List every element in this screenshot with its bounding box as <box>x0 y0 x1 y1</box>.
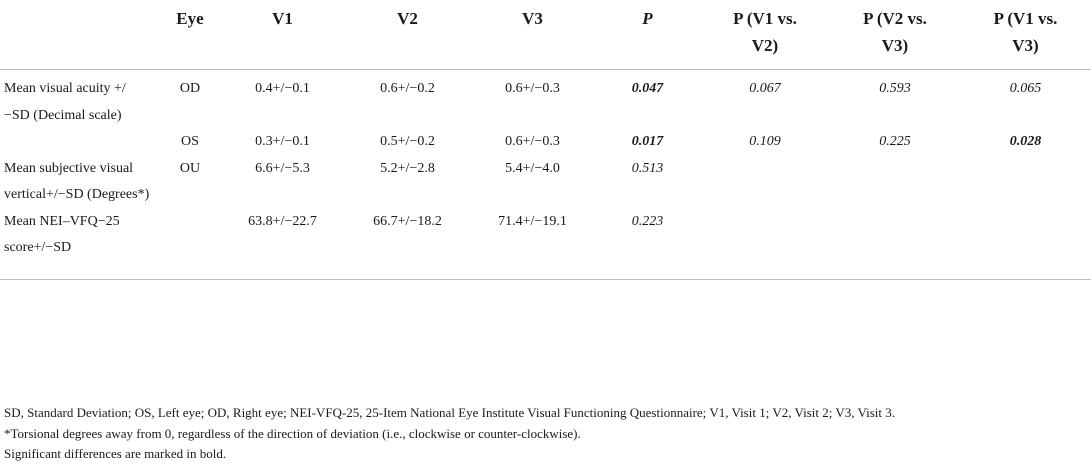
cell-p-v2-v3 <box>830 208 960 280</box>
cell-v2: 5.2+/−2.8 <box>380 160 435 176</box>
table-row: OS 0.3+/−0.1 0.5+/−0.2 0.6+/−0.3 0.017 0… <box>0 129 1091 156</box>
header-p-v1-v3: P (V1 vs. V3) <box>960 0 1091 70</box>
cell-eye: OS <box>181 134 199 149</box>
cell-v3: 5.4+/−4.0 <box>505 160 560 176</box>
cell-v1: 63.8+/−22.7 <box>220 208 345 280</box>
row-label: Mean visual acuity +/−SD (Decimal scale) <box>4 81 126 123</box>
table-row: Mean subjective visual vertical+/−SD (De… <box>0 156 1091 209</box>
cell-p-v1-v2: 0.067 <box>749 81 781 96</box>
cell-v2: 0.6+/−0.2 <box>380 81 435 96</box>
footnote-significance: Significant differences are marked in bo… <box>4 446 227 461</box>
table-row: Mean visual acuity +/−SD (Decimal scale)… <box>0 70 1091 130</box>
cell-p: 0.223 <box>595 208 700 280</box>
cell-v1: 0.3+/−0.1 <box>255 134 310 149</box>
cell-v1: 6.6+/−5.3 <box>255 160 310 176</box>
results-table: Eye V1 V2 V3 P P (V1 vs. V2) P (V2 vs. V… <box>0 0 1091 280</box>
cell-v2: 66.7+/−18.2 <box>345 208 470 280</box>
cell-p: 0.047 <box>631 81 664 96</box>
cell-p-v1-v3: 0.065 <box>1009 81 1042 96</box>
cell-eye: OU <box>179 160 201 176</box>
header-v3: V3 <box>470 0 595 70</box>
cell-p-v1-v3: 0.028 <box>1009 134 1042 149</box>
cell-p: 0.017 <box>631 134 664 149</box>
header-p-v1-v2: P (V1 vs. V2) <box>700 0 830 70</box>
cell-p-v1-v2 <box>700 156 830 209</box>
cell-v1: 0.4+/−0.1 <box>255 81 310 96</box>
cell-p-v1-v3 <box>960 156 1091 209</box>
cell-p-v1-v2: 0.109 <box>749 134 781 149</box>
cell-eye <box>160 208 220 280</box>
footnote-abbreviations: SD, Standard Deviation; OS, Left eye; OD… <box>4 405 896 420</box>
cell-v3: 71.4+/−19.1 <box>470 208 595 280</box>
cell-v3: 0.6+/−0.3 <box>505 134 560 149</box>
cell-p-v1-v3 <box>960 208 1091 280</box>
row-label <box>0 129 160 156</box>
cell-p-v2-v3: 0.225 <box>879 134 911 149</box>
cell-p-v2-v3: 0.593 <box>879 81 911 96</box>
row-label: Mean NEI–VFQ−25 score+/−SD <box>0 208 160 280</box>
cell-v3: 0.6+/−0.3 <box>505 81 560 96</box>
table-footnotes: SD, Standard Deviation; OS, Left eye; OD… <box>4 403 895 465</box>
header-p-v2-v3: P (V2 vs. V3) <box>830 0 960 70</box>
cell-p: 0.513 <box>631 160 664 176</box>
cell-p-v1-v2 <box>700 208 830 280</box>
header-label <box>0 0 160 70</box>
header-eye: Eye <box>160 0 220 70</box>
table-row: Mean NEI–VFQ−25 score+/−SD 63.8+/−22.7 6… <box>0 208 1091 280</box>
header-v1: V1 <box>220 0 345 70</box>
header-p: P <box>595 0 700 70</box>
row-label: Mean subjective visual vertical+/−SD (De… <box>4 160 150 203</box>
cell-v2: 0.5+/−0.2 <box>380 134 435 149</box>
header-v2: V2 <box>345 0 470 70</box>
header-row: Eye V1 V2 V3 P P (V1 vs. V2) P (V2 vs. V… <box>0 0 1091 70</box>
footnote-torsional: *Torsional degrees away from 0, regardle… <box>4 425 581 441</box>
cell-eye: OD <box>179 81 201 96</box>
cell-p-v2-v3 <box>830 156 960 209</box>
